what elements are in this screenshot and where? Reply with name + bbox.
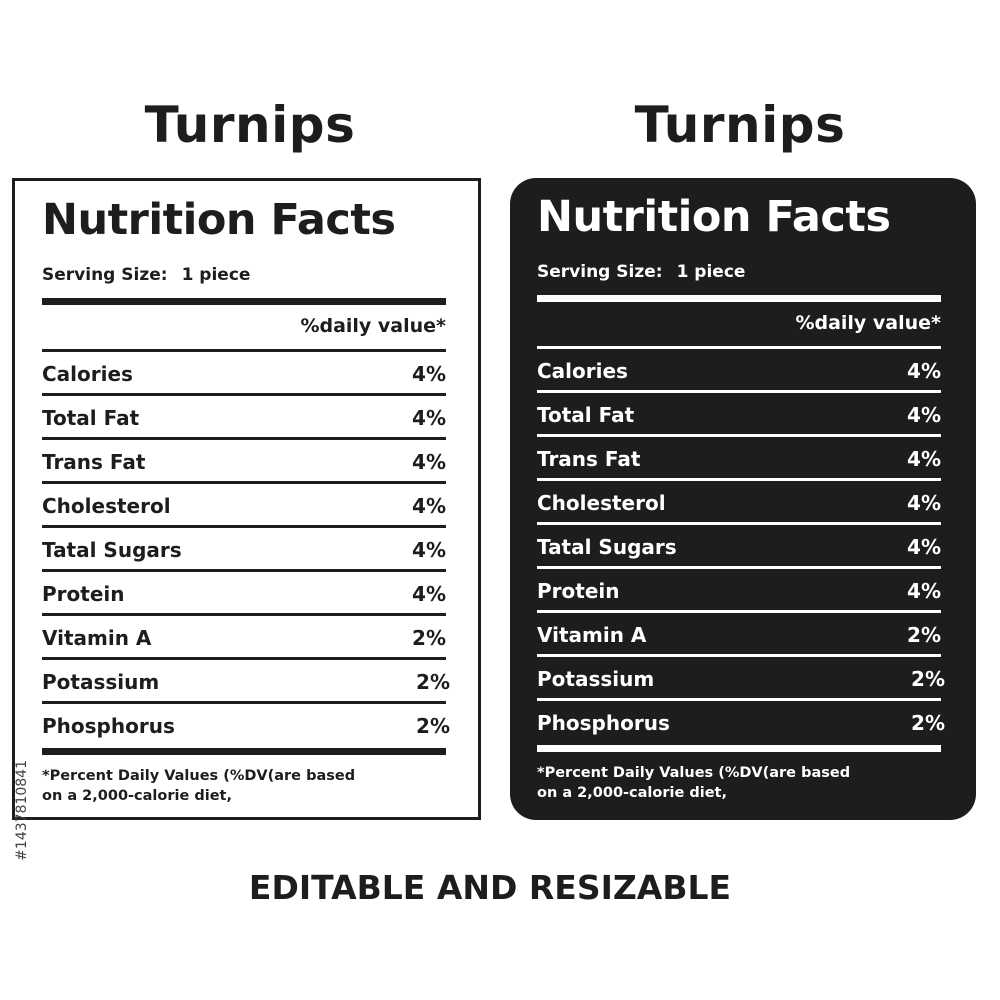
footnote-line: *Percent Daily Values (%DV(are based (42, 768, 356, 784)
editable-caption: EDITABLE AND RESIZABLE (248, 868, 732, 907)
nutrient-name: Total Fat (42, 406, 140, 430)
product-title-left: Turnips (144, 96, 356, 154)
serving-size-value: 1 piece (676, 262, 746, 282)
nutrient-row: Cholesterol 4% (537, 481, 941, 525)
daily-value-header: %daily value* (795, 312, 941, 334)
nutrient-value: 4% (412, 450, 446, 474)
nutrient-value: 2% (911, 711, 945, 735)
nutrient-row: Vitamin A 2% (42, 616, 446, 660)
nutrient-value: 2% (911, 667, 945, 691)
thick-divider (42, 298, 446, 305)
nutrient-name: Phosphorus (537, 711, 670, 735)
nutrient-value: 4% (907, 447, 941, 471)
nutrient-row: Vitamin A 2% (537, 613, 941, 657)
nutrient-row: Cholesterol 4% (42, 484, 446, 528)
nutrient-row: Phosphorus 2% (537, 701, 945, 745)
nutrient-value: 2% (907, 623, 941, 647)
header-divider (537, 346, 941, 349)
footnote-line: on a 2,000-calorie diet, (537, 784, 727, 801)
nutrient-name: Trans Fat (42, 450, 146, 474)
nutrient-value: 4% (907, 491, 941, 515)
nutrient-row: Protein 4% (537, 569, 941, 613)
nutrient-name: Phosphorus (42, 714, 175, 738)
nutrient-value: 4% (412, 538, 446, 562)
nutrition-label-light: Nutrition Facts Serving Size: 1 piece %da… (12, 178, 481, 820)
nutrient-value: 4% (412, 494, 446, 518)
nutrient-row: Calories 4% (537, 349, 941, 393)
nutrient-name: Potassium (537, 667, 655, 691)
nutrient-name: Calories (42, 362, 133, 386)
nutrient-row: Trans Fat 4% (42, 440, 446, 484)
nutrient-name: Tatal Sugars (537, 535, 677, 559)
bottom-thick-divider (537, 745, 941, 752)
nutrient-row: Total Fat 4% (537, 393, 941, 437)
nutrient-name: Trans Fat (537, 447, 641, 471)
nutrition-label-dark: Nutrition Facts Serving Size: 1 piece %da… (510, 178, 976, 820)
nutrient-value: 4% (907, 359, 941, 383)
serving-size-label: Serving Size: (537, 262, 663, 282)
nutrition-facts-heading: Nutrition Facts (42, 195, 396, 245)
nutrient-name: Protein (42, 582, 125, 606)
nutrient-row: Calories 4% (42, 352, 446, 396)
nutrient-name: Vitamin A (537, 623, 647, 647)
nutrient-row: Potassium 2% (537, 657, 945, 701)
nutrient-value: 4% (412, 582, 446, 606)
serving-size-value: 1 piece (181, 265, 251, 285)
nutrient-value: 4% (412, 362, 446, 386)
footnote-line: *Percent Daily Values (%DV(are based (537, 765, 851, 781)
nutrient-name: Calories (537, 359, 628, 383)
bottom-thick-divider (42, 748, 446, 755)
nutrient-name: Vitamin A (42, 626, 152, 650)
nutrition-facts-heading: Nutrition Facts (537, 192, 891, 242)
nutrient-name: Tatal Sugars (42, 538, 182, 562)
stock-id: #1437810841 (14, 760, 30, 861)
nutrient-name: Protein (537, 579, 620, 603)
nutrient-value: 2% (416, 714, 450, 738)
nutrient-name: Cholesterol (42, 494, 171, 518)
nutrient-value: 4% (412, 406, 446, 430)
nutrient-name: Total Fat (537, 403, 635, 427)
nutrient-row: Protein 4% (42, 572, 446, 616)
nutrient-row: Trans Fat 4% (537, 437, 941, 481)
nutrient-value: 4% (907, 579, 941, 603)
footnote: *Percent Daily Values (%DV(are based on … (537, 764, 957, 803)
nutrient-row: Total Fat 4% (42, 396, 446, 440)
nutrient-row: Tatal Sugars 4% (42, 528, 446, 572)
nutrient-name: Cholesterol (537, 491, 666, 515)
nutrient-row: Phosphorus 2% (42, 704, 450, 748)
nutrient-row: Tatal Sugars 4% (537, 525, 941, 569)
nutrient-name: Potassium (42, 670, 160, 694)
nutrient-value: 4% (907, 403, 941, 427)
product-title-right: Turnips (634, 96, 846, 154)
serving-size-label: Serving Size: (42, 265, 168, 285)
thick-divider (537, 295, 941, 302)
serving-size: Serving Size: 1 piece (42, 265, 250, 285)
footnote-line: on a 2,000-calorie diet, (42, 787, 232, 804)
nutrient-value: 4% (907, 535, 941, 559)
nutrient-value: 2% (412, 626, 446, 650)
header-divider (42, 349, 446, 352)
nutrient-row: Potassium 2% (42, 660, 450, 704)
nutrient-value: 2% (416, 670, 450, 694)
serving-size: Serving Size: 1 piece (537, 262, 745, 282)
daily-value-header: %daily value* (300, 315, 446, 337)
footnote: *Percent Daily Values (%DV(are based on … (42, 767, 462, 806)
